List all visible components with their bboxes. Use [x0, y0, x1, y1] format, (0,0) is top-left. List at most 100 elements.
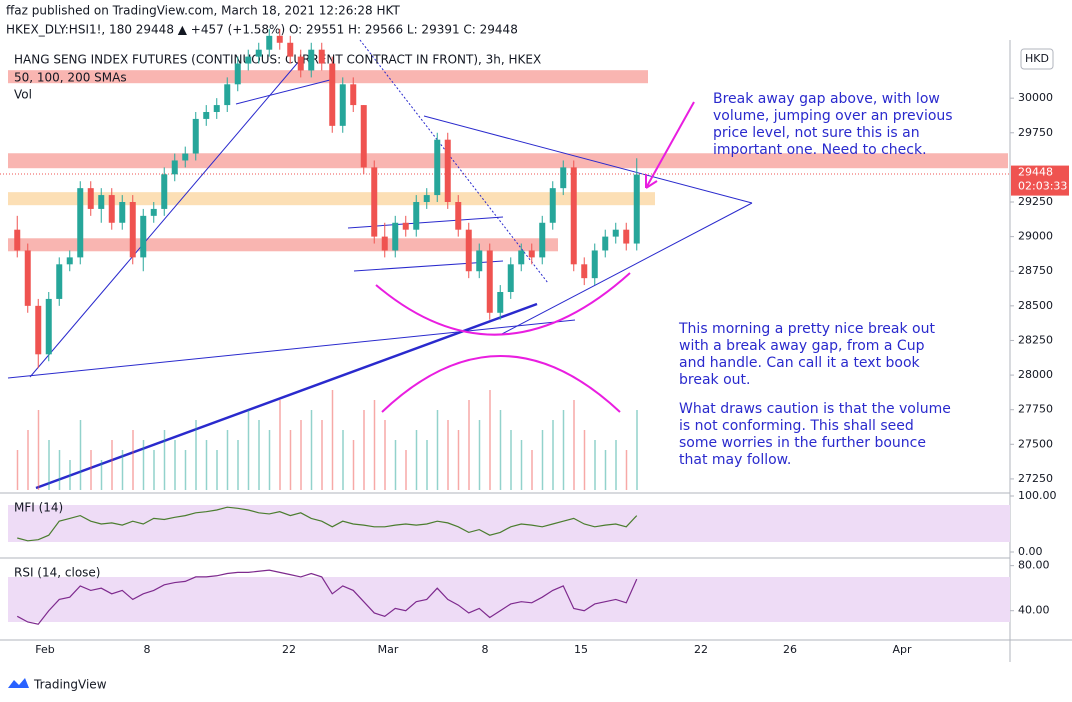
- x-tick-label: 8: [144, 643, 151, 656]
- x-tick-label: 22: [282, 643, 296, 656]
- volume-bar: [90, 450, 92, 490]
- volume-bar: [510, 430, 512, 490]
- candle-body: [45, 298, 52, 355]
- volume-bar: [583, 430, 586, 490]
- annotation: What draws caution is that the volume: [679, 401, 951, 417]
- quote: HKEX_DLY:HSI1!, 180 29448 ▲ +457 (+1.58%…: [6, 23, 518, 37]
- x-tick-label: 15: [574, 643, 588, 656]
- candle-body: [476, 250, 483, 272]
- candle-body: [98, 195, 105, 209]
- currency-box: [1020, 48, 1054, 70]
- candle-body: [518, 250, 525, 265]
- y-tick-label: 80.00: [1018, 559, 1050, 572]
- x-tick-label: Apr: [892, 643, 912, 656]
- volume-bar: [468, 400, 470, 490]
- candle-body: [602, 236, 609, 251]
- candle-body: [182, 153, 189, 161]
- candle-body: [266, 35, 273, 50]
- volume-bar: [300, 420, 302, 490]
- volume-bar: [531, 450, 533, 490]
- mfi-name: MFI (14): [14, 501, 63, 515]
- candle-body: [171, 160, 178, 175]
- annotation: price level, not sure this is an: [713, 125, 920, 141]
- candle-body: [549, 188, 556, 223]
- volume-bar: [310, 410, 313, 490]
- mfi-line: [17, 506, 638, 542]
- candle-body: [87, 188, 94, 209]
- volume-bar: [184, 450, 187, 490]
- annotation: with a break away gap, from a Cup: [679, 338, 925, 354]
- x-tick-label: Feb: [35, 643, 54, 656]
- candle-body: [455, 202, 462, 230]
- x-tick-label: Mar: [378, 643, 399, 656]
- y-tick-label: 29000: [1018, 230, 1053, 243]
- volume-bar: [426, 440, 428, 490]
- y-tick-label: 27500: [1018, 437, 1053, 450]
- candle-body: [497, 292, 504, 313]
- volume-bar: [573, 400, 575, 490]
- volume-bar: [121, 450, 124, 490]
- volume-bar: [321, 420, 323, 490]
- rsi-name: RSI (14, close): [14, 566, 100, 580]
- volume-bar: [489, 390, 491, 490]
- candle-body: [402, 222, 409, 230]
- y-tick-label: 28250: [1018, 333, 1053, 346]
- volume-bar: [258, 420, 260, 490]
- candle-body: [413, 202, 420, 230]
- candle-body: [507, 264, 514, 292]
- candle-body: [329, 63, 336, 126]
- annotation: break out.: [679, 372, 750, 388]
- volume-bar: [363, 410, 365, 490]
- annotation: volume, jumping over an previous: [713, 108, 953, 124]
- countdown: 02:03:33: [1018, 180, 1067, 193]
- candle-body: [486, 250, 493, 313]
- volume-bar: [384, 420, 386, 490]
- volume-bar: [394, 440, 397, 490]
- volume-bar: [58, 450, 61, 490]
- volume-bar: [237, 440, 239, 490]
- candle-body: [623, 229, 630, 244]
- volume-bar: [132, 430, 134, 490]
- y-tick-label: 27750: [1018, 403, 1053, 416]
- volume-bar: [69, 460, 71, 490]
- volume-bar: [16, 450, 19, 490]
- volume-bar: [405, 450, 407, 490]
- candle-body: [119, 202, 126, 223]
- candle-body: [276, 35, 283, 43]
- x-tick-label: 26: [783, 643, 797, 656]
- candle-body: [434, 139, 441, 196]
- last-price-box: [1011, 165, 1069, 196]
- volume-bar: [331, 390, 334, 490]
- volume-bar: [615, 440, 617, 490]
- candle-body: [612, 229, 619, 237]
- price-zone: [8, 153, 1008, 169]
- volume-bar: [153, 450, 155, 490]
- candle-body: [192, 118, 199, 154]
- annotation: and handle. Can call it a text book: [679, 355, 921, 371]
- candle-body: [203, 112, 210, 119]
- candle-body: [56, 264, 63, 299]
- price-zone: [8, 192, 655, 206]
- volume-bar: [625, 450, 628, 490]
- volume-bar: [436, 410, 439, 490]
- volume-bar: [174, 440, 176, 490]
- price-zone: [8, 238, 558, 252]
- volume-bar: [552, 420, 554, 490]
- annotation: important one. Need to check.: [713, 142, 927, 158]
- candle-body: [255, 49, 262, 57]
- candle-body: [371, 167, 378, 237]
- legend-vol: Vol: [14, 88, 32, 102]
- x-tick-label: 8: [482, 643, 489, 656]
- annotation: some worries in the further bounce: [679, 435, 926, 451]
- volume-bar: [195, 420, 197, 490]
- volume-bar: [216, 450, 218, 490]
- candle-body: [633, 174, 640, 244]
- y-tick-label: 28750: [1018, 264, 1053, 277]
- candle-body: [108, 195, 115, 223]
- volume-bar: [279, 400, 281, 490]
- rsi-line: [16, 569, 638, 625]
- logo: [8, 678, 29, 688]
- y-tick-label: 40.00: [1018, 604, 1050, 617]
- volume-bar: [142, 440, 145, 490]
